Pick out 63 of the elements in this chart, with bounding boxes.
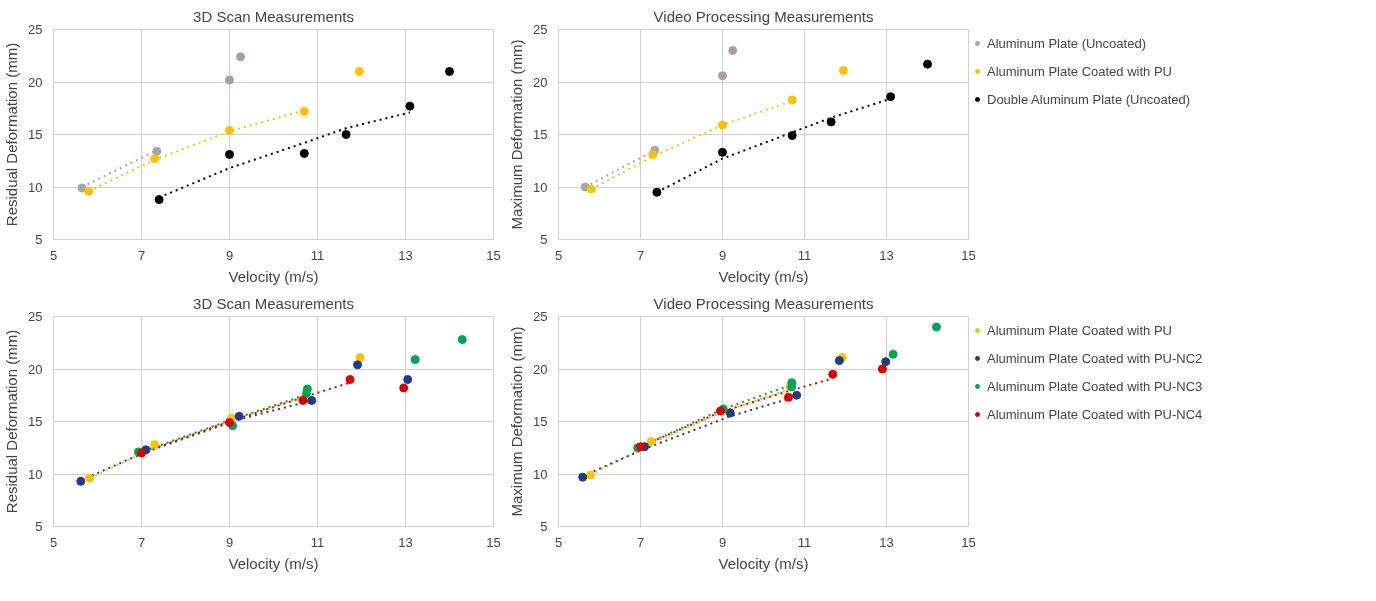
y-tick-label: 20 (533, 361, 548, 377)
x-tick-label: 7 (137, 247, 146, 263)
y-tick-label: 20 (28, 361, 43, 377)
x-tick-label: 7 (137, 534, 146, 550)
legend-label: Aluminum Plate Coated with PU-NC4 (987, 406, 1203, 422)
x-tick-label: 9 (225, 534, 234, 550)
x-tick-label: 13 (879, 247, 894, 263)
y-tick-label: 15 (28, 127, 43, 142)
y-axis-title: Residual Deformation (mm) (3, 329, 21, 514)
x-tick-label: 11 (310, 247, 325, 263)
x-tick-label: 5 (49, 534, 58, 550)
x-tick-label: 5 (49, 247, 58, 263)
x-tick-label: 13 (398, 247, 413, 263)
x-tick-label: 11 (310, 534, 325, 550)
x-tick-label: 5 (554, 247, 563, 263)
legend-label: Aluminum Plate Coated with PU-NC3 (987, 378, 1203, 394)
x-tick-label: 7 (636, 534, 645, 550)
y-tick-label: 5 (35, 519, 43, 534)
y-tick-label: 10 (533, 466, 548, 482)
y-tick-label: 25 (28, 22, 43, 37)
x-axis-title: Velocity (m/s) (718, 554, 809, 572)
y-tick-label: 10 (533, 179, 548, 195)
y-axis-title: Residual Deformation (mm) (3, 42, 21, 227)
x-tick-label: 9 (718, 247, 727, 263)
y-tick-label: 10 (28, 466, 43, 482)
y-tick-label: 25 (533, 309, 548, 324)
x-axis-title: Velocity (m/s) (228, 267, 319, 285)
x-tick-label: 13 (398, 534, 413, 550)
legend-label: Aluminum Plate Coated with PU-NC2 (987, 350, 1203, 366)
chart-title: Video Processing Measurements (653, 7, 874, 25)
y-tick-label: 10 (28, 179, 43, 195)
y-tick-label: 15 (28, 414, 43, 429)
x-tick-label: 15 (486, 247, 501, 263)
y-tick-label: 15 (533, 414, 548, 429)
y-tick-label: 20 (28, 74, 43, 90)
legend-label: Double Aluminum Plate (Uncoated) (987, 91, 1191, 107)
y-tick-label: 25 (28, 309, 43, 324)
y-tick-label: 5 (540, 519, 548, 534)
x-tick-label: 15 (486, 534, 501, 550)
y-tick-label: 5 (540, 232, 548, 247)
x-tick-label: 7 (636, 247, 645, 263)
x-axis-title: Velocity (m/s) (718, 267, 809, 285)
y-tick-label: 5 (35, 232, 43, 247)
y-tick-label: 15 (533, 127, 548, 142)
legend-label: Aluminum Plate (Uncoated) (987, 35, 1146, 51)
y-tick-label: 20 (533, 74, 548, 90)
y-axis-title: Maximum Deformation (mm) (508, 39, 526, 230)
x-tick-label: 15 (961, 534, 976, 550)
chart-title: 3D Scan Measurements (193, 7, 354, 25)
chart-title: 3D Scan Measurements (193, 294, 354, 312)
x-tick-label: 13 (879, 534, 894, 550)
x-tick-label: 11 (797, 247, 812, 263)
x-tick-label: 15 (961, 247, 976, 263)
x-tick-label: 11 (797, 534, 812, 550)
chart-title: Video Processing Measurements (653, 294, 874, 312)
x-tick-label: 5 (554, 534, 563, 550)
x-tick-label: 9 (225, 247, 234, 263)
x-tick-label: 9 (718, 534, 727, 550)
y-axis-title: Maximum Deformation (mm) (508, 326, 526, 517)
y-tick-label: 25 (533, 22, 548, 37)
x-axis-title: Velocity (m/s) (228, 554, 319, 572)
legend-label: Aluminum Plate Coated with PU (987, 322, 1172, 338)
legend-label: Aluminum Plate Coated with PU (987, 63, 1172, 79)
